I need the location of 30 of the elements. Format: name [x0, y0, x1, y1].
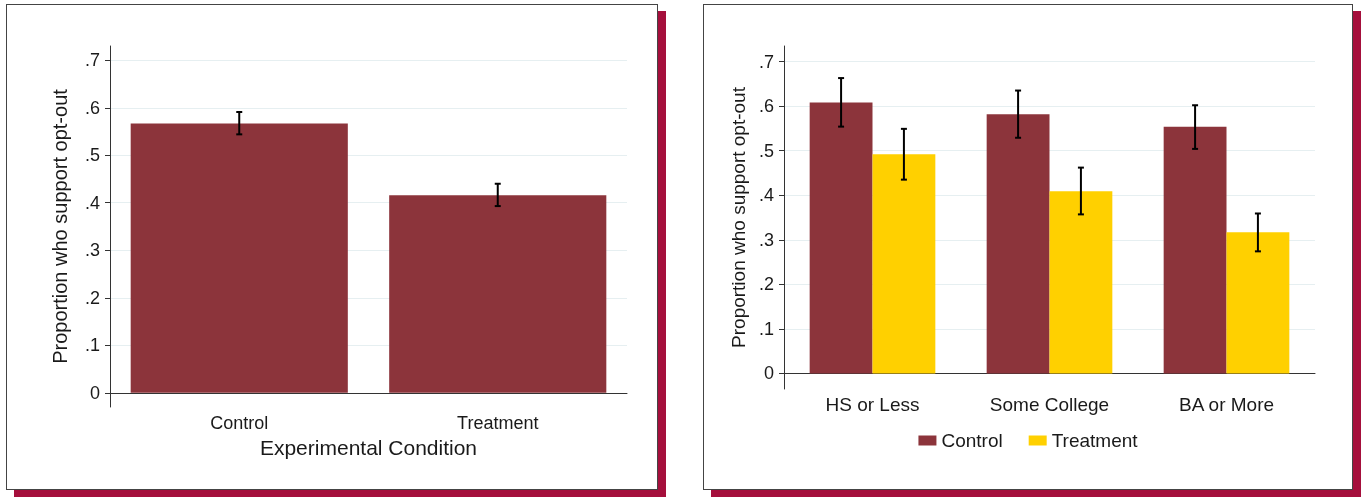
y-tick-label: .1 — [84, 335, 100, 356]
bar — [1049, 191, 1113, 374]
y-tick-label: .7 — [84, 50, 100, 71]
x-tick-label: HS or Less — [825, 394, 920, 415]
bar — [1226, 232, 1290, 374]
x-tick-label: BA or More — [1178, 394, 1275, 415]
x-axis-title: Experimental Condition — [259, 436, 478, 459]
y-tick-label: .3 — [84, 240, 100, 261]
y-tick-label: .1 — [758, 318, 774, 339]
legend-label: Treatment — [1051, 430, 1139, 451]
y-tick-label: .4 — [84, 192, 100, 213]
y-tick-label: .3 — [758, 229, 774, 250]
bar — [1163, 126, 1227, 374]
y-tick-label: .6 — [758, 96, 774, 117]
y-tick-label: .2 — [84, 287, 100, 308]
y-tick-label: 0 — [89, 382, 100, 403]
y-tick-label: .4 — [758, 185, 774, 206]
y-tick-label: .6 — [84, 97, 100, 118]
legend-label: Control — [941, 430, 1003, 451]
y-tick-label: .5 — [758, 140, 774, 161]
x-tick-label: Some College — [989, 394, 1110, 415]
y-axis-title: Proportion who support opt-out — [49, 88, 71, 364]
y-tick-label: .7 — [758, 51, 774, 72]
y-tick-label: .5 — [84, 145, 100, 166]
y-tick-label: 0 — [763, 363, 774, 384]
y-axis-title: Proportion who support opt-out — [728, 86, 750, 348]
bar — [809, 102, 873, 374]
y-tick-label: .2 — [758, 274, 774, 295]
bar — [986, 114, 1050, 374]
bar — [872, 154, 936, 374]
